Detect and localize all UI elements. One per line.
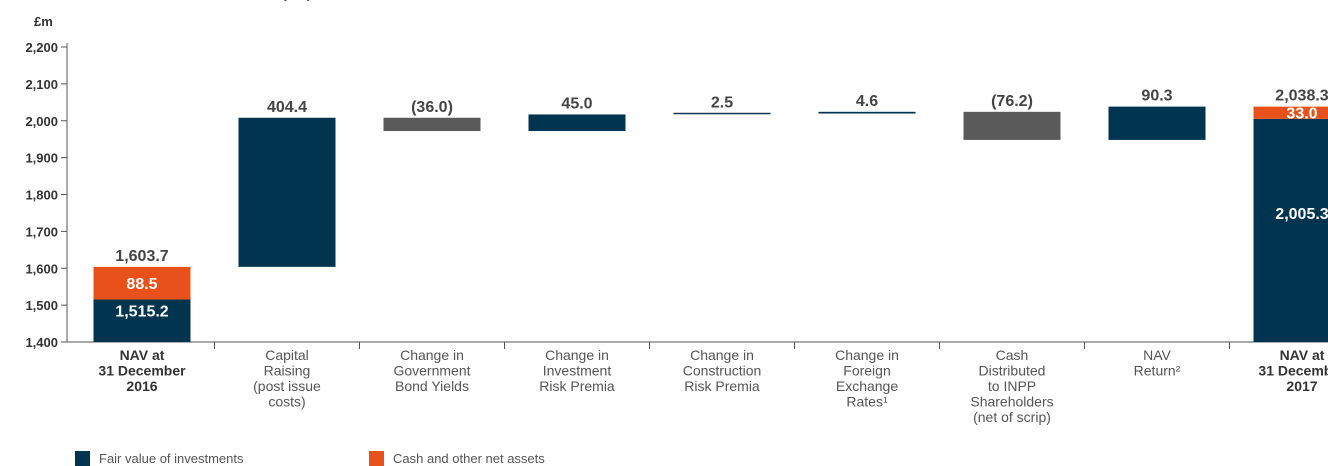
bar-value-label: 90.3 <box>1141 88 1172 105</box>
bar-total-label: 1,603.7 <box>115 248 168 265</box>
x-category-label: costs) <box>268 394 305 410</box>
x-category-label: 2016 <box>126 378 157 394</box>
x-category-label: to INPP <box>988 378 1036 394</box>
x-category-label: 31 December <box>98 363 186 379</box>
bar-cash-label: 88.5 <box>126 276 157 293</box>
x-category-label: 2017 <box>1286 378 1317 394</box>
x-category-label: Capital <box>265 347 309 363</box>
y-tick-label: 2,100 <box>25 77 58 92</box>
x-category-label: Change in <box>690 347 754 363</box>
x-category-label: Investment <box>543 363 612 379</box>
x-category-label: 31 December <box>1258 363 1328 379</box>
y-tick-label: 2,200 <box>25 40 58 55</box>
bar-change <box>818 111 916 114</box>
bar-cash-label: 33.0 <box>1286 106 1317 123</box>
x-category-label: Change in <box>835 347 899 363</box>
x-category-label: Raising <box>264 363 311 379</box>
x-category-label: (post issue <box>253 378 321 394</box>
bar-change <box>963 111 1061 140</box>
x-category-label: Exchange <box>836 378 898 394</box>
bar-cash-net-assets <box>93 266 191 300</box>
y-tick-label: 1,400 <box>25 335 58 350</box>
bar-change <box>528 114 626 132</box>
legend-swatch <box>369 451 384 466</box>
bar-change <box>238 117 336 267</box>
x-category-label: Change in <box>400 347 464 363</box>
x-category-label: Risk Premia <box>539 378 615 394</box>
x-category-label: Bond Yields <box>395 378 469 394</box>
chart-title-fragment: (£m) <box>282 0 312 1</box>
x-category-label: Risk Premia <box>684 378 760 394</box>
y-tick-label: 1,700 <box>25 224 58 239</box>
bar-value-label: (76.2) <box>991 93 1033 110</box>
bar-change <box>673 112 771 115</box>
bar-fair-value <box>93 299 191 342</box>
y-tick-label: 1,600 <box>25 261 58 276</box>
legend-swatch <box>75 451 90 466</box>
bar-value-label: 404.4 <box>267 99 307 116</box>
y-axis-unit: £m <box>34 14 53 29</box>
x-category-label: Shareholders <box>970 394 1053 410</box>
y-tick-label: 1,500 <box>25 298 58 313</box>
bar-value-label: 45.0 <box>561 95 592 112</box>
bar-change <box>383 117 481 132</box>
bar-value-label: 4.6 <box>856 93 878 110</box>
bar-fair-value <box>1253 118 1328 342</box>
legend-label: Fair value of investments <box>99 451 244 466</box>
x-category-label: Government <box>393 363 470 379</box>
x-category-label: NAV <box>1143 347 1171 363</box>
bar-fair-value-label: 1,515.2 <box>115 304 168 321</box>
bar-total-label: 2,038.3 <box>1275 88 1328 105</box>
y-tick-label: 1,800 <box>25 188 58 203</box>
bar-cash-net-assets <box>1253 106 1328 119</box>
x-category-label: (net of scrip) <box>973 409 1051 425</box>
x-category-label: NAV at <box>120 347 165 363</box>
x-category-label: Return² <box>1134 363 1181 379</box>
x-category-label: NAV at <box>1280 347 1325 363</box>
x-category-label: Rates¹ <box>846 394 888 410</box>
x-category-label: Distributed <box>979 363 1046 379</box>
x-category-label: Construction <box>683 363 762 379</box>
y-tick-label: 1,900 <box>25 151 58 166</box>
x-category-label: Change in <box>545 347 609 363</box>
legend-label: Cash and other net assets <box>393 451 545 466</box>
bar-change <box>1108 106 1206 140</box>
y-tick-label: 2,000 <box>25 114 58 129</box>
bar-value-label: 2.5 <box>711 95 733 112</box>
x-category-label: Foreign <box>843 363 890 379</box>
x-category-label: Cash <box>996 347 1029 363</box>
bar-value-label: (36.0) <box>411 99 453 116</box>
bar-fair-value-label: 2,005.3 <box>1275 206 1328 223</box>
